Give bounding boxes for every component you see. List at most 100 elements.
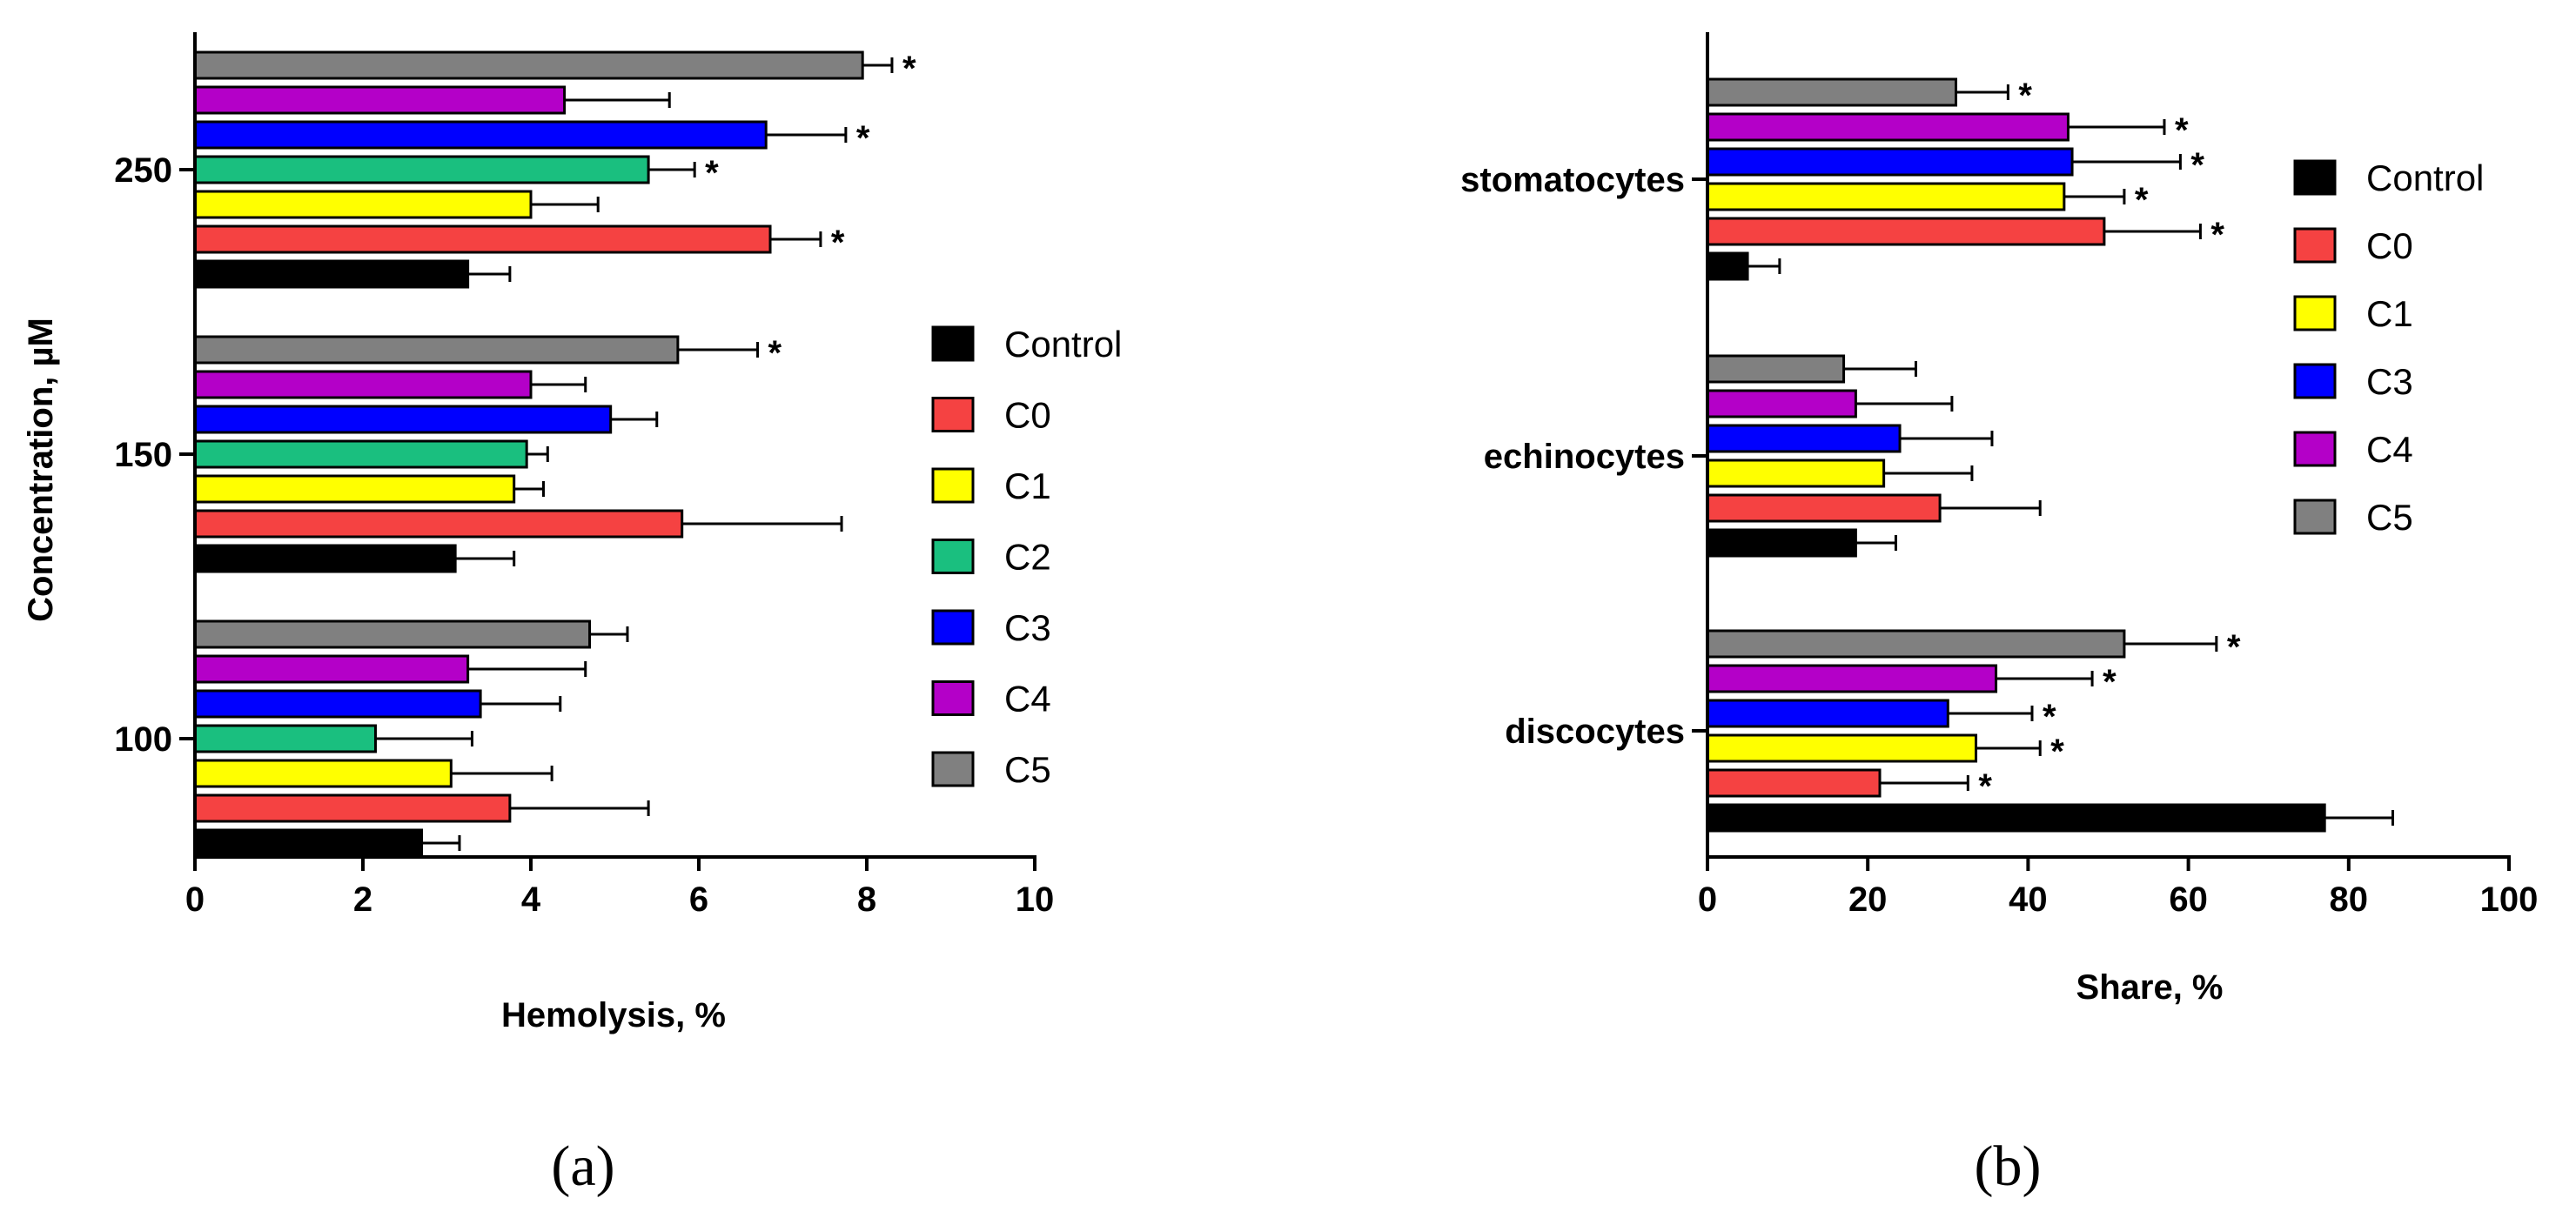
bar-echinocytes-c0 xyxy=(1706,493,1942,523)
legend-label-c4: C4 xyxy=(1004,679,1051,720)
legend-label-c1: C1 xyxy=(1004,465,1051,506)
significance-marker-250-c0: * xyxy=(831,224,845,262)
y-tick-label-100: 100 xyxy=(114,720,172,759)
bar-100-c0 xyxy=(193,793,512,823)
x-axis-title: Hemolysis, % xyxy=(501,996,726,1034)
bar-250-c4 xyxy=(193,85,567,115)
bar-150-control xyxy=(193,544,457,573)
bar-stomatocytes-control xyxy=(1706,251,1749,281)
panel-a-hemolysis-chart: * * * * * 0 2 4 6 8 10 100 150 250 Hemolysis, % Concent… xyxy=(22,32,1122,1198)
bar-250-c3 xyxy=(193,120,768,150)
panel-label: (b) xyxy=(1975,1135,2042,1198)
significance-marker-discocytes-c4: * xyxy=(2103,663,2116,701)
bar-250-c2 xyxy=(193,155,650,184)
bar-250-c5 xyxy=(193,50,864,80)
x-tick-label-20: 20 xyxy=(1848,880,1888,919)
legend-swatch-control xyxy=(2293,159,2337,196)
bar-150-c3 xyxy=(193,405,613,434)
legend-label-c4: C4 xyxy=(2366,429,2413,470)
bar-100-c4 xyxy=(193,654,470,684)
y-tick-label-echinocytes: echinocytes xyxy=(1484,438,1685,476)
significance-marker-250-c3: * xyxy=(856,119,870,157)
legend-swatch-c4 xyxy=(2293,431,2337,467)
bar-discocytes-c1 xyxy=(1706,733,1978,763)
x-tick-label-0: 0 xyxy=(1698,880,1717,919)
bar-discocytes-c4 xyxy=(1706,664,1998,693)
legend: Control C0 C1 C2 C3 C4 C5 xyxy=(931,324,1122,790)
legend-label-c5: C5 xyxy=(1004,749,1051,790)
legend-label-c3: C3 xyxy=(2366,361,2413,402)
significance-marker-stomatocytes-c3: * xyxy=(2190,146,2204,184)
significance-marker-150-c5: * xyxy=(768,334,782,372)
bar-discocytes-control xyxy=(1706,803,2326,833)
significance-marker-stomatocytes-c1: * xyxy=(2135,181,2149,219)
x-tick-label-40: 40 xyxy=(2009,880,2048,919)
legend-swatch-c1 xyxy=(931,467,975,504)
bar-echinocytes-c5 xyxy=(1706,354,1846,384)
legend-swatch-c0 xyxy=(931,397,975,432)
y-tick-label-250: 250 xyxy=(114,151,172,190)
y-tick-label-discocytes: discocytes xyxy=(1505,713,1685,751)
x-tick-label-80: 80 xyxy=(2330,880,2369,919)
significance-marker-250-c5: * xyxy=(902,50,916,88)
x-tick-label-6: 6 xyxy=(689,880,708,919)
x-tick-label-10: 10 xyxy=(1016,880,1055,919)
bar-250-c0 xyxy=(193,224,772,254)
x-tick-label-2: 2 xyxy=(353,880,372,919)
legend-label-c0: C0 xyxy=(2366,225,2413,266)
legend-swatch-c2 xyxy=(931,539,975,574)
y-axis-title: Concentration, µM xyxy=(22,318,60,622)
y-tick-label-150: 150 xyxy=(114,436,172,474)
bar-150-c4 xyxy=(193,370,533,399)
bar-stomatocytes-c4 xyxy=(1706,112,2070,142)
significance-marker-discocytes-c1: * xyxy=(2050,733,2064,771)
panel-b-shape-share-chart: **********0 20 40 60 80 100discocytesechinocy… xyxy=(1460,32,2538,1198)
panel-label: (a) xyxy=(551,1135,614,1198)
bar-echinocytes-control xyxy=(1706,528,1857,558)
x-tick-label-8: 8 xyxy=(857,880,876,919)
legend-swatch-c1 xyxy=(2293,295,2337,331)
x-tick-label-100: 100 xyxy=(2480,880,2539,919)
x-axis-title: Share, % xyxy=(2076,968,2224,1007)
bar-discocytes-c3 xyxy=(1706,699,1949,728)
legend: Control C0 C1 C3 C4 C5 xyxy=(2293,157,2484,538)
bar-250-c1 xyxy=(193,190,533,219)
legend-label-c2: C2 xyxy=(1004,537,1051,578)
legend-label-control: Control xyxy=(2366,157,2484,198)
bar-150-c1 xyxy=(193,474,516,504)
x-tick-label-0: 0 xyxy=(185,880,205,919)
legend-label-control: Control xyxy=(1004,324,1122,365)
x-tick-label-4: 4 xyxy=(521,880,541,919)
legend-swatch-c0 xyxy=(2293,227,2337,264)
bar-100-control xyxy=(193,828,424,858)
legend-label-c0: C0 xyxy=(1004,395,1051,436)
bar-discocytes-c5 xyxy=(1706,629,2126,659)
significance-marker-stomatocytes-c0: * xyxy=(2210,216,2224,254)
bar-discocytes-c0 xyxy=(1706,768,1882,798)
legend-label-c1: C1 xyxy=(2366,293,2413,334)
bar-stomatocytes-c0 xyxy=(1706,217,2106,246)
bar-100-c1 xyxy=(193,759,453,788)
significance-marker-stomatocytes-c4: * xyxy=(2175,111,2189,150)
bar-100-c5 xyxy=(193,619,592,649)
bar-150-c5 xyxy=(193,335,680,365)
bar-150-c0 xyxy=(193,509,684,539)
legend-swatch-c3 xyxy=(931,609,975,646)
significance-marker-discocytes-c3: * xyxy=(2043,698,2056,736)
y-tick-label-stomatocytes: stomatocytes xyxy=(1460,161,1685,199)
legend-label-c5: C5 xyxy=(2366,497,2413,538)
legend-swatch-c3 xyxy=(2293,363,2337,399)
bar-100-c3 xyxy=(193,689,482,719)
significance-marker-discocytes-c5: * xyxy=(2227,628,2241,666)
bar-150-c2 xyxy=(193,439,528,469)
bar-echinocytes-c1 xyxy=(1706,459,1886,488)
bar-echinocytes-c4 xyxy=(1706,389,1857,418)
bar-250-control xyxy=(193,259,470,289)
legend-label-c3: C3 xyxy=(1004,607,1051,648)
significance-marker-discocytes-c0: * xyxy=(1978,767,1992,806)
bar-stomatocytes-c3 xyxy=(1706,147,2074,177)
legend-swatch-c4 xyxy=(931,680,975,716)
bar-stomatocytes-c1 xyxy=(1706,182,2066,211)
significance-marker-250-c2: * xyxy=(705,154,719,192)
